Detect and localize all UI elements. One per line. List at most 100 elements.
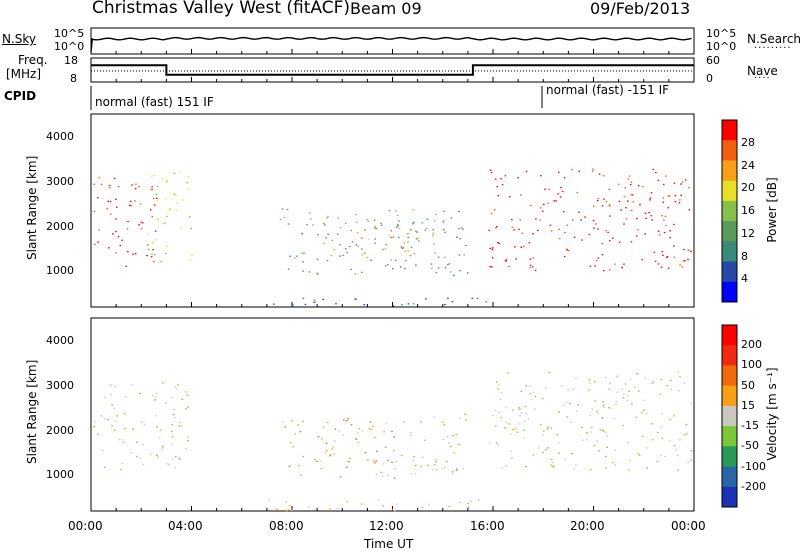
heatmap-cell	[443, 210, 445, 212]
heatmap-cell	[559, 196, 562, 198]
heatmap-cell	[355, 214, 357, 216]
heatmap-cell	[191, 254, 193, 256]
heatmap-cell	[497, 384, 500, 386]
chart-title: Christmas Valley West (fitACF)	[92, 0, 351, 18]
heatmap-cell	[563, 177, 566, 179]
heatmap-cell	[662, 183, 665, 186]
heatmap-cell	[588, 233, 591, 236]
freq-label-line2: [MHz]	[6, 67, 42, 81]
heatmap-cell	[329, 508, 331, 510]
heatmap-cell	[667, 267, 670, 269]
heatmap-cell	[377, 499, 380, 501]
heatmap-cell	[575, 464, 577, 466]
nave-label: Nave	[747, 64, 778, 78]
heatmap-cell	[690, 459, 692, 461]
heatmap-cell	[401, 304, 403, 306]
heatmap-cell	[294, 433, 297, 435]
heatmap-cell	[608, 188, 611, 190]
heatmap-cell	[396, 226, 398, 228]
heatmap-cell	[651, 382, 653, 384]
heatmap-cell	[548, 372, 551, 374]
heatmap-cell	[518, 408, 520, 411]
heatmap-cell	[178, 457, 180, 459]
heatmap-cell	[189, 216, 191, 218]
heatmap-cell	[514, 246, 516, 248]
heatmap-cell	[333, 249, 336, 251]
heatmap-cell	[558, 228, 560, 231]
heatmap-cell	[147, 233, 150, 235]
heatmap-cell	[459, 501, 461, 504]
heatmap-cell	[523, 429, 525, 431]
heatmap-cell	[349, 245, 351, 248]
heatmap-cell	[575, 410, 578, 412]
heatmap-cell	[288, 465, 291, 467]
heatmap-cell	[155, 197, 158, 199]
heatmap-cell	[152, 197, 155, 200]
beam-label: Beam 09	[350, 0, 422, 18]
heatmap-cell	[645, 413, 648, 415]
heatmap-cell	[488, 229, 490, 232]
velocity-ytick-3000: 3000	[46, 379, 74, 392]
heatmap-cell	[156, 199, 159, 201]
heatmap-cell	[531, 266, 534, 268]
heatmap-cell	[669, 418, 672, 421]
heatmap-cell	[350, 268, 352, 270]
heatmap-cell	[154, 254, 156, 256]
heatmap-cell	[276, 508, 278, 510]
heatmap-cell	[592, 220, 595, 222]
heatmap-cell	[518, 407, 520, 409]
heatmap-cell	[661, 250, 664, 253]
heatmap-cell	[364, 452, 367, 454]
heatmap-cell	[501, 183, 504, 186]
heatmap-cell	[405, 260, 407, 262]
colorbar-tick: 200	[741, 338, 762, 352]
heatmap-cell	[679, 439, 681, 441]
heatmap-cell	[597, 197, 600, 200]
heatmap-cell	[683, 382, 686, 384]
heatmap-cell	[114, 385, 116, 387]
heatmap-cell	[640, 412, 643, 414]
heatmap-cell	[302, 420, 304, 422]
heatmap-cell	[331, 448, 334, 450]
heatmap-cell	[301, 233, 303, 235]
heatmap-cell	[683, 248, 685, 251]
heatmap-cell	[523, 437, 526, 439]
heatmap-cell	[677, 371, 679, 373]
heatmap-cell	[140, 221, 142, 223]
heatmap-cell	[595, 223, 597, 225]
heatmap-cell	[109, 200, 112, 203]
heatmap-cell	[367, 459, 369, 461]
heatmap-cell	[641, 259, 644, 261]
heatmap-cell	[460, 227, 463, 229]
heatmap-cell	[534, 269, 537, 272]
heatmap-cell	[446, 436, 449, 438]
heatmap-cell	[168, 209, 171, 211]
heatmap-cell	[539, 207, 542, 209]
heatmap-cell	[120, 468, 122, 471]
heatmap-cell	[398, 227, 401, 229]
heatmap-cell	[344, 248, 347, 250]
heatmap-cell	[126, 228, 129, 230]
heatmap-cell	[520, 412, 523, 414]
heatmap-cell	[179, 421, 182, 424]
heatmap-cell	[107, 418, 109, 421]
heatmap-cell	[187, 176, 190, 178]
heatmap-cell	[108, 184, 111, 187]
heatmap-cell	[360, 503, 363, 505]
x-axis-label: Time UT	[364, 537, 414, 551]
heatmap-cell	[495, 442, 498, 444]
heatmap-cell	[608, 407, 610, 409]
colorbar-swatch	[722, 160, 737, 182]
heatmap-cell	[593, 227, 595, 229]
heatmap-cell	[395, 210, 397, 212]
heatmap-cell	[370, 428, 373, 430]
heatmap-cell	[332, 446, 334, 448]
heatmap-cell	[372, 425, 374, 427]
heatmap-cell	[615, 403, 617, 405]
heatmap-cell	[297, 424, 299, 426]
heatmap-cell	[384, 248, 387, 250]
xtick-0400: 04:00	[168, 519, 203, 533]
heatmap-cell	[599, 429, 602, 431]
heatmap-cell	[141, 421, 143, 423]
